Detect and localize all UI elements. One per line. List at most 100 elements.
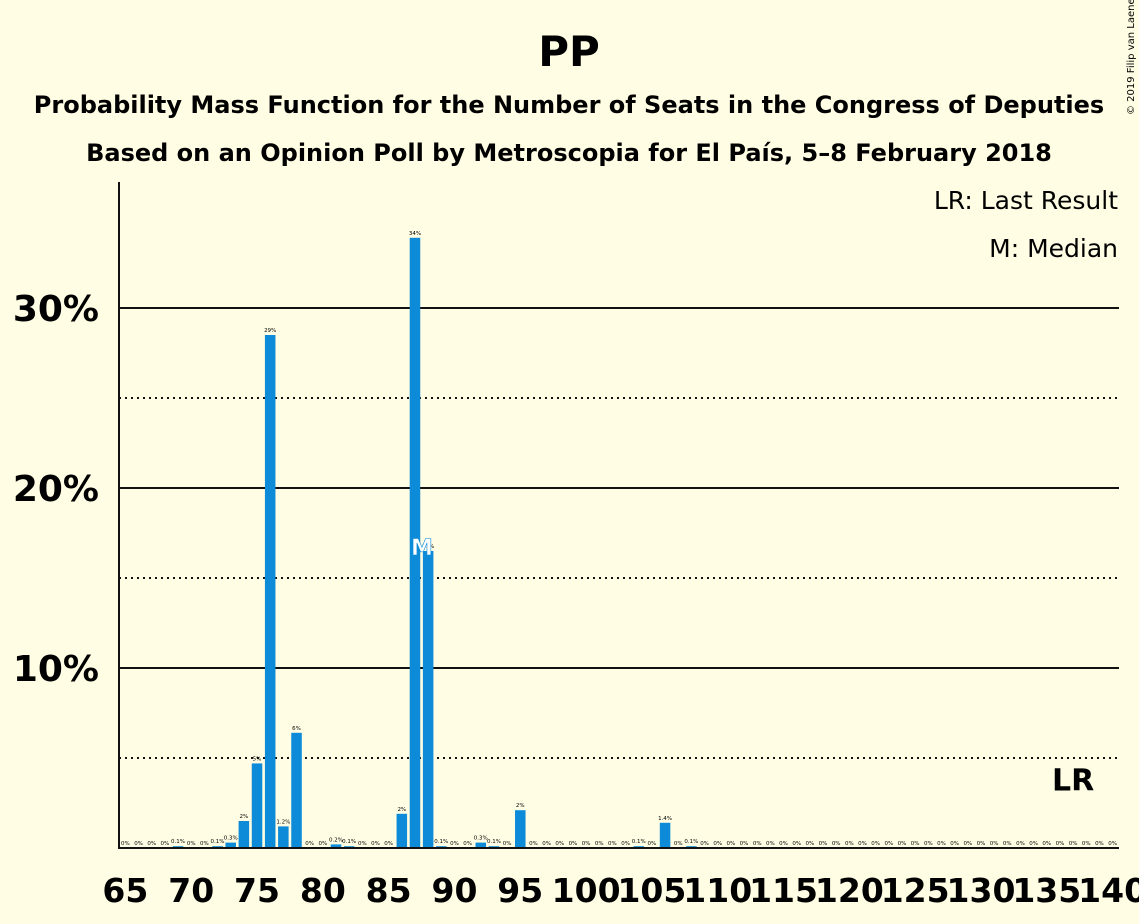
- bar-value-label: 0%: [884, 841, 893, 847]
- x-tick-label: 90: [431, 871, 477, 910]
- bar-value-label: 0%: [911, 841, 920, 847]
- x-tick-label: 105: [617, 871, 686, 910]
- chart-title: PP: [538, 27, 600, 76]
- bar-value-label: 0%: [187, 841, 196, 847]
- bar-value-label: 0%: [595, 841, 604, 847]
- bar-value-label: 0.1%: [684, 839, 698, 845]
- bar: [475, 842, 487, 848]
- bar-value-label: 0%: [371, 841, 380, 847]
- bar-value-label: 0%: [1056, 841, 1065, 847]
- bar-value-label: 0%: [845, 841, 854, 847]
- bar-value-label: 17%: [422, 544, 434, 550]
- bar-value-label: 0%: [463, 841, 472, 847]
- bar-value-label: 0.2%: [329, 837, 343, 843]
- bar-value-label: 0.1%: [342, 839, 356, 845]
- bar-value-label: 0.1%: [434, 839, 448, 845]
- x-tick-label: 65: [102, 871, 148, 910]
- bar: [291, 732, 302, 848]
- bar-value-label: 0.1%: [171, 839, 185, 845]
- bar: [278, 826, 289, 848]
- bar-value-label: 0%: [937, 841, 946, 847]
- bar-value-label: 34%: [409, 231, 421, 237]
- legend-median: M: Median: [989, 234, 1118, 263]
- x-tick-label: 140: [1078, 871, 1139, 910]
- bar-value-label: 0%: [924, 841, 933, 847]
- chart-subtitle-1: Probability Mass Function for the Number…: [34, 91, 1104, 119]
- bar-value-label: 2%: [516, 803, 525, 809]
- y-tick-label: 30%: [13, 289, 99, 330]
- bar: [330, 844, 342, 848]
- bar-value-label: 0%: [766, 841, 775, 847]
- bar-value-label: 0%: [963, 841, 972, 847]
- bar-value-label: 0.1%: [632, 839, 646, 845]
- bar-value-label: 0%: [779, 841, 788, 847]
- bar: [659, 822, 671, 848]
- bar: [264, 335, 276, 848]
- x-tick-label: 120: [815, 871, 884, 910]
- bar-value-label: 0%: [542, 841, 551, 847]
- bar-value-label: 0%: [648, 841, 657, 847]
- bar-value-label: 0.1%: [211, 839, 225, 845]
- bar-value-label: 0%: [569, 841, 578, 847]
- bar-value-label: 0%: [700, 841, 709, 847]
- bar-value-label: 0%: [134, 841, 143, 847]
- bar-value-label: 1.2%: [276, 819, 290, 825]
- bar-value-label: 0%: [582, 841, 591, 847]
- bar-value-label: 0%: [1069, 841, 1078, 847]
- y-axis-labels: 10% 20% 30%: [13, 289, 99, 690]
- x-tick-label: 115: [749, 871, 818, 910]
- y-tick-label: 10%: [13, 649, 99, 690]
- y-tick-label: 20%: [13, 469, 99, 510]
- x-tick-label: 85: [366, 871, 412, 910]
- bar-value-label: 0.1%: [487, 839, 501, 845]
- bar-value-label: 0%: [898, 841, 907, 847]
- bar-value-label: 0%: [1003, 841, 1012, 847]
- bar-value-label: 0%: [805, 841, 814, 847]
- bar-value-label: 0%: [305, 841, 314, 847]
- bar-value-label: 0%: [819, 841, 828, 847]
- bar-value-label: 0%: [871, 841, 880, 847]
- bar-value-label: 0%: [450, 841, 459, 847]
- chart-subtitle-2: Based on an Opinion Poll by Metroscopia …: [86, 139, 1052, 167]
- x-tick-label: 100: [552, 871, 621, 910]
- bar-value-label: 0%: [608, 841, 617, 847]
- legend-last-result: LR: Last Result: [934, 186, 1118, 215]
- bar-value-label: 0%: [727, 841, 736, 847]
- bar-value-label: 0%: [674, 841, 683, 847]
- x-tick-label: 70: [168, 871, 214, 910]
- bar: [238, 821, 250, 848]
- bar-value-label: 0%: [950, 841, 959, 847]
- bar-value-label: 0%: [384, 841, 393, 847]
- bar: [225, 842, 236, 848]
- gridlines: [119, 307, 1119, 759]
- bar-value-label: 0.3%: [224, 836, 238, 842]
- bar-labels: 0% 0% 0% 0% 0.1% 0% 0% 0.1%0.3%2%5%29%1.2%6%0% 0…: [121, 231, 1117, 847]
- bar-value-label: 0%: [555, 841, 564, 847]
- bar-value-label: 0.3%: [474, 836, 488, 842]
- bar-value-label: 0%: [792, 841, 801, 847]
- bar-value-label: 0%: [990, 841, 999, 847]
- x-axis-labels: 65 70 75 80 85 90 95 10010511011512012513013514…: [102, 871, 1139, 910]
- bar-value-label: 0%: [740, 841, 749, 847]
- last-result-marker: LR: [1052, 764, 1094, 799]
- bar-value-label: 0%: [977, 841, 986, 847]
- bar-value-label: 0%: [832, 841, 841, 847]
- x-tick-label: 75: [234, 871, 280, 910]
- bar-value-label: 0%: [121, 841, 130, 847]
- bar: [422, 551, 434, 848]
- bar-value-label: 1.4%: [658, 816, 672, 822]
- bar-value-label: 2%: [239, 814, 248, 820]
- bar-value-label: 0%: [358, 841, 367, 847]
- bar-value-label: 0%: [318, 841, 327, 847]
- bar-value-label: 5%: [253, 756, 262, 762]
- bar-value-label: 2%: [397, 807, 406, 813]
- bar-value-label: 0%: [503, 841, 512, 847]
- bar-value-label: 0%: [161, 841, 170, 847]
- bar-value-label: 0%: [753, 841, 762, 847]
- x-tick-label: 95: [497, 871, 543, 910]
- bar-value-label: 29%: [264, 328, 276, 334]
- bar-value-label: 0%: [1016, 841, 1025, 847]
- bar: [515, 810, 526, 848]
- x-tick-label: 110: [683, 871, 752, 910]
